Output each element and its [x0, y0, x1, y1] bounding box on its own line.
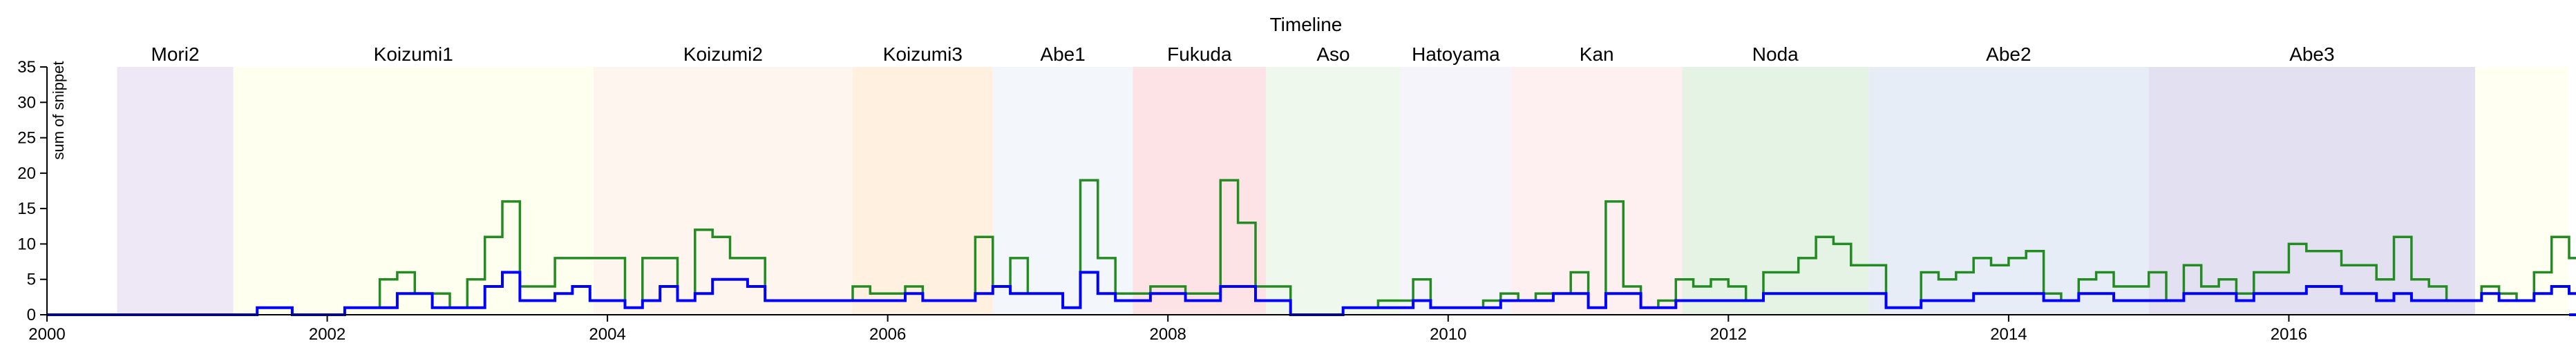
era-label: Koizumi1 — [374, 43, 453, 65]
era-band — [1266, 67, 1401, 315]
era-label: Abe3 — [2289, 43, 2334, 65]
y-tick-label: 35 — [17, 58, 36, 77]
y-axis-label: sum of snippet — [50, 61, 67, 159]
era-band — [1868, 67, 2149, 315]
era-band — [2475, 67, 2569, 315]
era-label: Hatoyama — [1412, 43, 1500, 65]
era-label: Abe2 — [1986, 43, 2031, 65]
era-band — [992, 67, 1133, 315]
era-label: Kan — [1580, 43, 1614, 65]
era-band — [1133, 67, 1267, 315]
era-band — [2148, 67, 2476, 315]
era-band — [117, 67, 234, 315]
era-bands — [117, 67, 2569, 315]
era-label: Koizumi2 — [683, 43, 763, 65]
era-label: Aso — [1316, 43, 1349, 65]
y-tick-label: 15 — [17, 199, 36, 218]
y-tick-label: 5 — [27, 271, 36, 289]
x-tick-label: 2010 — [1430, 325, 1466, 344]
era-label: Mori2 — [151, 43, 200, 65]
era-band — [593, 67, 853, 315]
era-label: Fukuda — [1167, 43, 1232, 65]
y-tick-label: 30 — [17, 93, 36, 112]
era-labels: Mori2 Koizumi1 Koizumi2 Koizumi3 Abe1 Fukuda A… — [151, 43, 2335, 65]
era-band — [852, 67, 993, 315]
x-tick-label: 2014 — [1990, 325, 2027, 344]
series-layer — [47, 179, 2576, 316]
era-band — [1511, 67, 1683, 315]
chart-title: Timeline — [1270, 14, 1343, 35]
y-tick-label: 10 — [17, 235, 36, 253]
x-tick-label: 2000 — [28, 325, 65, 344]
era-label: Abe1 — [1040, 43, 1085, 65]
x-tick-label: 2008 — [1150, 325, 1186, 344]
y-tick-label: 0 — [27, 306, 36, 324]
era-label: Noda — [1752, 43, 1799, 65]
x-tick-label: 2006 — [869, 325, 906, 344]
era-band — [1682, 67, 1869, 315]
x-tick-label: 2004 — [589, 325, 625, 344]
y-tick-label: 25 — [17, 129, 36, 148]
x-tick-label: 2016 — [2271, 325, 2307, 344]
era-band — [233, 67, 594, 315]
series-line — [47, 179, 2576, 316]
era-label: Koizumi3 — [883, 43, 963, 65]
y-tick-label: 20 — [17, 164, 36, 183]
x-tick-label: 2002 — [309, 325, 345, 344]
era-band — [1400, 67, 1512, 315]
x-tick-label: 2012 — [1710, 325, 1747, 344]
series-line — [47, 271, 2576, 316]
axes-layer: 2000 2002 2004 2006 2008 2010 2012 2014 2016 0 5 10… — [17, 58, 2569, 344]
